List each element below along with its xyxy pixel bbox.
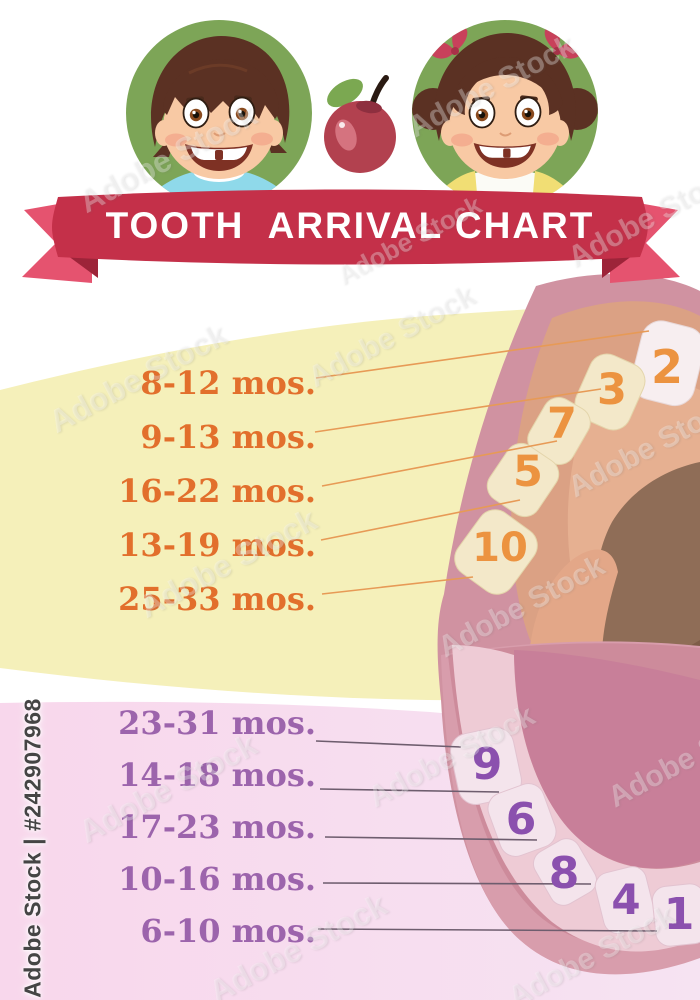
tooth-number-10: 10	[472, 525, 528, 571]
leader-line-tooth-2	[315, 330, 650, 379]
girl-blush-left	[451, 133, 473, 147]
boy-smile	[185, 144, 253, 171]
girl-blush-right	[537, 132, 559, 146]
tooth-number-1: 1	[664, 889, 695, 940]
apple-icon	[324, 75, 396, 173]
age-label-upper-3: 16-22 mos.	[118, 472, 316, 510]
leader-line-tooth-8	[324, 836, 538, 841]
boy-eye-right	[228, 96, 256, 128]
tooth-number-7: 7	[547, 399, 577, 449]
boy-blush-left	[165, 133, 187, 147]
age-label-lower-5: 6-10 mos.	[140, 912, 316, 950]
girl-smile	[473, 143, 537, 168]
leader-line-tooth-10	[321, 576, 474, 595]
boy-hair-shine	[188, 63, 248, 75]
girl-fringe-left	[451, 57, 507, 115]
tooth-6	[487, 783, 557, 857]
watermark-stock-id: Adobe Stock | #242907968	[19, 698, 46, 998]
girl-eye-left	[468, 97, 496, 129]
age-label-lower-2: 14-18 mos.	[118, 756, 316, 794]
tooth-number-3: 3	[597, 365, 627, 415]
age-label-upper-2: 9-13 mos.	[140, 418, 316, 456]
leader-line-tooth-3	[314, 388, 602, 433]
tooth-2	[630, 320, 700, 407]
leader-line-tooth-5	[320, 499, 521, 541]
girl-eye-right	[514, 96, 542, 128]
age-label-upper-1: 8-12 mos.	[140, 364, 316, 402]
girl-nose	[499, 132, 512, 137]
tooth-number-2: 2	[651, 340, 683, 394]
leader-line-tooth-9	[315, 740, 462, 748]
age-label-lower-1: 23-31 mos.	[118, 704, 316, 742]
tooth-5	[486, 442, 560, 518]
ribbon-banner	[22, 189, 680, 283]
girl-badge	[412, 20, 598, 206]
leader-lines-upper	[314, 330, 650, 595]
apple-body	[324, 101, 396, 173]
tooth-number-4: 4	[611, 875, 640, 924]
boy-nose	[213, 132, 226, 137]
ribbon-band	[52, 189, 648, 265]
apple-leaf	[327, 78, 363, 108]
tooth-number-8: 8	[549, 848, 580, 899]
age-label-upper-4: 13-19 mos.	[118, 526, 316, 564]
leader-line-tooth-6	[319, 788, 500, 793]
leader-line-tooth-7	[321, 440, 558, 487]
tooth-number-5: 5	[513, 447, 543, 497]
tooth-1	[651, 883, 700, 947]
age-label-lower-4: 10-16 mos.	[118, 860, 316, 898]
age-label-lower-3: 17-23 mos.	[118, 808, 316, 846]
leader-line-tooth-4	[322, 882, 592, 885]
tooth-number-9: 9	[472, 739, 503, 790]
girl-fringe-right	[507, 57, 563, 115]
poster-title: TOOTH ARRIVAL CHART	[105, 205, 595, 246]
apple-stem	[369, 75, 389, 108]
tooth-number-6: 6	[506, 794, 537, 845]
tooth-3	[574, 353, 646, 431]
boy-blush-right	[251, 132, 273, 146]
boy-hair-back	[150, 36, 290, 147]
leader-lines-lower	[315, 740, 658, 932]
boy-eye-left	[182, 97, 210, 129]
tooth-10	[454, 509, 538, 595]
lower-inner-mouth	[514, 650, 700, 869]
apple-glint	[339, 122, 345, 128]
tooth-numbers: 2 3 7 5 10 9 6 8 4 1	[472, 340, 695, 940]
leader-line-tooth-1	[317, 928, 658, 932]
age-label-upper-5: 25-33 mos.	[118, 580, 316, 618]
teeth	[450, 320, 700, 947]
girl-hair-back	[434, 33, 576, 141]
apple-dimple	[356, 100, 382, 114]
